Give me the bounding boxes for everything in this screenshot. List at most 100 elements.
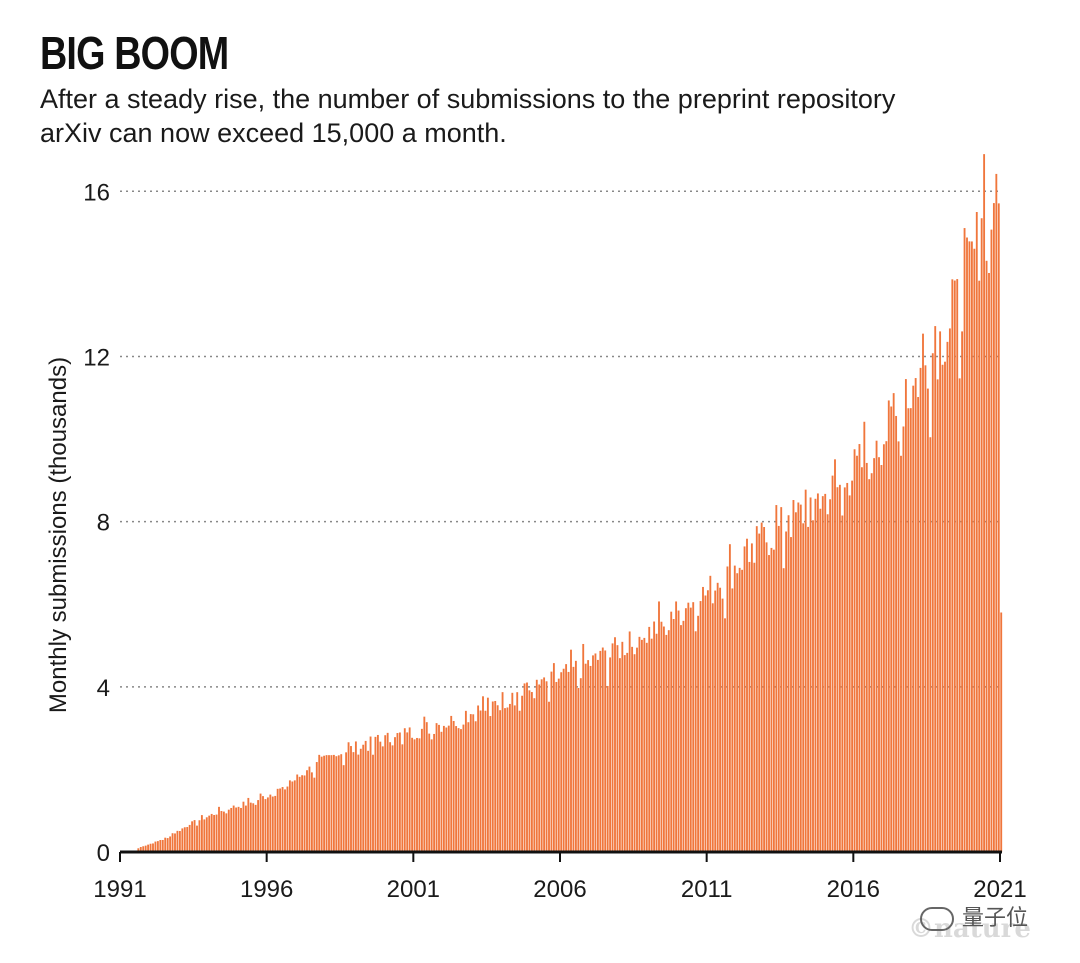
bar bbox=[472, 714, 475, 852]
bar bbox=[460, 729, 462, 852]
source-watermark: 量子位 bbox=[920, 900, 1028, 932]
bar bbox=[655, 633, 658, 852]
bar bbox=[785, 531, 788, 852]
bar bbox=[191, 821, 194, 852]
bar bbox=[142, 846, 145, 852]
bar bbox=[523, 683, 526, 852]
bar bbox=[870, 473, 873, 852]
bar bbox=[315, 762, 318, 852]
bar bbox=[257, 800, 260, 852]
bar bbox=[792, 500, 795, 852]
bar bbox=[293, 780, 296, 852]
bar bbox=[570, 649, 572, 852]
bar bbox=[494, 700, 497, 852]
bar bbox=[533, 698, 536, 852]
bar bbox=[802, 523, 805, 852]
bar bbox=[323, 755, 326, 852]
bar bbox=[929, 437, 932, 852]
bar bbox=[398, 732, 401, 852]
bar bbox=[780, 507, 783, 852]
bar bbox=[670, 611, 673, 852]
bar bbox=[423, 716, 426, 852]
bar bbox=[721, 598, 724, 852]
bar bbox=[643, 637, 646, 852]
bar bbox=[909, 408, 912, 852]
bar bbox=[904, 379, 907, 852]
bar bbox=[501, 692, 504, 852]
x-tick-label: 2011 bbox=[681, 876, 733, 903]
bar bbox=[296, 774, 299, 852]
bar bbox=[980, 218, 983, 852]
bar bbox=[572, 666, 575, 852]
bar bbox=[677, 610, 680, 852]
bar bbox=[738, 567, 741, 852]
bar bbox=[164, 837, 167, 852]
bar bbox=[411, 737, 414, 852]
bar bbox=[552, 663, 555, 852]
bar bbox=[428, 733, 431, 852]
bar bbox=[983, 154, 986, 853]
bar bbox=[215, 814, 218, 852]
bar bbox=[152, 843, 154, 852]
bar bbox=[750, 543, 753, 852]
bars-group bbox=[137, 154, 1003, 853]
bar bbox=[753, 562, 756, 852]
bar bbox=[814, 498, 817, 852]
bar bbox=[352, 752, 355, 852]
bar bbox=[342, 765, 345, 852]
bar bbox=[511, 692, 514, 852]
bar bbox=[440, 731, 443, 852]
bar bbox=[269, 794, 272, 852]
bar bbox=[562, 668, 565, 852]
x-tick-label: 2006 bbox=[533, 876, 586, 903]
bar bbox=[540, 679, 543, 852]
bar bbox=[853, 449, 856, 852]
bar bbox=[596, 659, 599, 852]
bar bbox=[548, 701, 550, 852]
bar bbox=[633, 654, 636, 852]
bar bbox=[208, 815, 211, 852]
bar bbox=[183, 827, 186, 852]
chart-subtitle: After a steady rise, the number of submi… bbox=[40, 84, 896, 148]
y-tick-label: 4 bbox=[97, 675, 110, 702]
bar bbox=[320, 756, 323, 852]
bar bbox=[303, 775, 306, 852]
bar bbox=[640, 639, 643, 852]
bar bbox=[328, 755, 330, 852]
bar bbox=[147, 844, 150, 852]
bar bbox=[557, 678, 560, 852]
bar bbox=[912, 385, 915, 852]
bar bbox=[482, 696, 484, 852]
bar bbox=[992, 203, 995, 852]
bar bbox=[350, 746, 352, 852]
bar bbox=[584, 663, 587, 852]
bar bbox=[824, 493, 827, 852]
bar bbox=[765, 542, 768, 852]
bar bbox=[794, 512, 797, 852]
bar bbox=[247, 797, 250, 852]
bar bbox=[144, 845, 147, 852]
bar bbox=[758, 533, 761, 852]
bar bbox=[648, 626, 651, 852]
bar bbox=[374, 736, 377, 852]
bar bbox=[895, 415, 898, 852]
bar bbox=[401, 744, 404, 852]
bar bbox=[137, 848, 140, 852]
bar bbox=[944, 361, 946, 852]
bar bbox=[631, 646, 634, 852]
bar bbox=[731, 588, 734, 852]
bar bbox=[951, 279, 954, 852]
bar bbox=[330, 755, 333, 852]
bar bbox=[988, 272, 990, 853]
bar bbox=[325, 755, 328, 852]
bar bbox=[728, 544, 731, 852]
bar bbox=[474, 721, 477, 852]
bar bbox=[926, 388, 929, 852]
bar bbox=[975, 212, 978, 852]
bar bbox=[797, 502, 800, 852]
bar bbox=[726, 566, 729, 852]
bar bbox=[636, 647, 638, 852]
bar bbox=[697, 615, 700, 852]
bar bbox=[841, 515, 844, 852]
bar bbox=[953, 280, 956, 852]
